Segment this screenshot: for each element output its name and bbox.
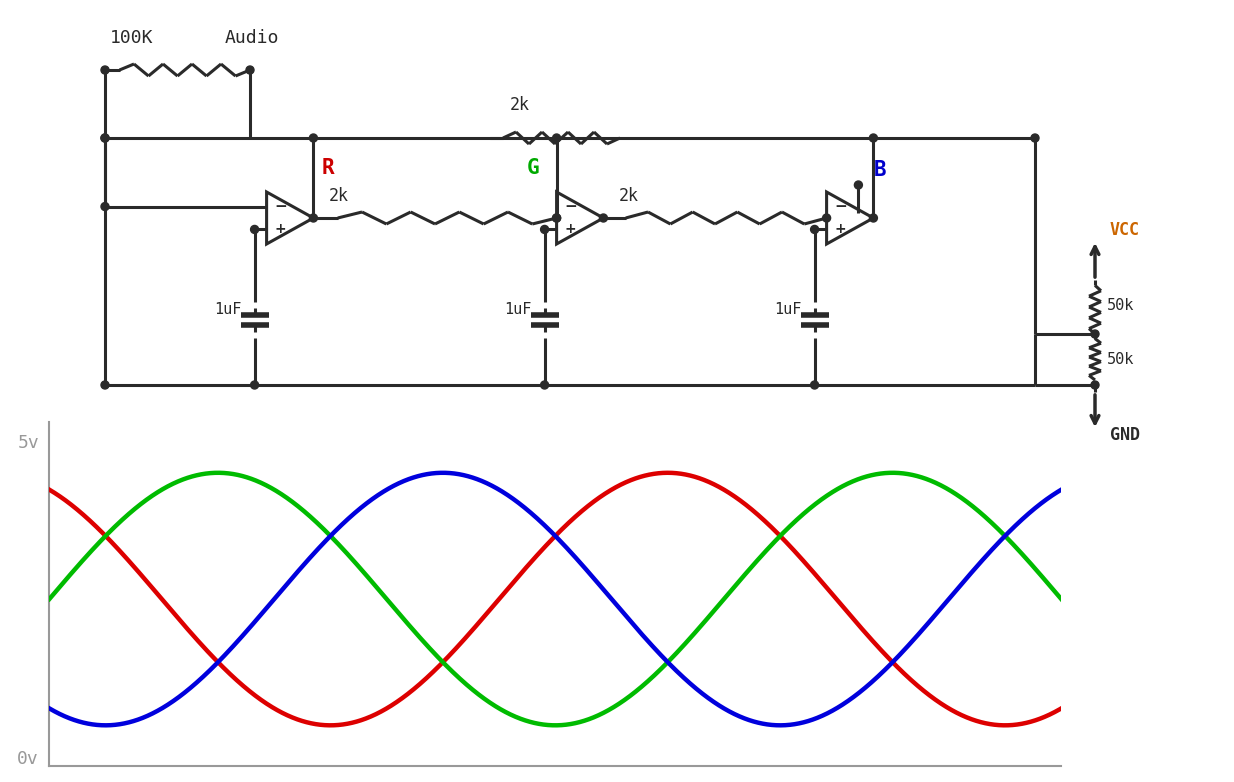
Circle shape	[870, 214, 877, 222]
Text: +: +	[275, 222, 286, 236]
Text: R: R	[321, 158, 334, 178]
Text: 2k: 2k	[328, 187, 348, 205]
Circle shape	[101, 66, 109, 74]
Circle shape	[553, 214, 560, 222]
Text: −: −	[834, 199, 848, 214]
Circle shape	[101, 203, 109, 210]
Circle shape	[553, 214, 560, 222]
Circle shape	[1091, 330, 1099, 338]
Text: Audio: Audio	[225, 29, 279, 47]
Circle shape	[101, 134, 109, 142]
Text: 1uF: 1uF	[215, 303, 242, 317]
Text: +: +	[834, 222, 847, 236]
Circle shape	[540, 225, 549, 234]
Circle shape	[540, 381, 549, 389]
Text: 2k: 2k	[618, 187, 638, 205]
Circle shape	[854, 181, 863, 189]
Text: 100K: 100K	[110, 29, 153, 47]
Text: G: G	[527, 158, 539, 178]
Circle shape	[101, 134, 109, 142]
Circle shape	[310, 214, 317, 222]
Circle shape	[870, 134, 877, 142]
Text: −: −	[275, 199, 288, 214]
Circle shape	[811, 225, 818, 234]
Circle shape	[1091, 381, 1099, 389]
Text: 50k: 50k	[1107, 352, 1134, 367]
Text: GND: GND	[1111, 426, 1140, 444]
Circle shape	[310, 134, 317, 142]
Text: −: −	[565, 199, 578, 214]
Circle shape	[1030, 134, 1039, 142]
Circle shape	[101, 381, 109, 389]
Circle shape	[251, 225, 259, 234]
Circle shape	[600, 214, 607, 222]
Circle shape	[811, 381, 818, 389]
Circle shape	[251, 381, 259, 389]
Text: 2k: 2k	[510, 96, 529, 114]
Text: +: +	[565, 222, 576, 236]
Text: 1uF: 1uF	[775, 303, 802, 317]
Circle shape	[246, 66, 254, 74]
Text: 1uF: 1uF	[505, 303, 532, 317]
Text: VCC: VCC	[1111, 221, 1140, 239]
Text: 50k: 50k	[1107, 297, 1134, 313]
Circle shape	[553, 134, 560, 142]
Text: B: B	[874, 160, 886, 180]
Circle shape	[823, 214, 830, 222]
